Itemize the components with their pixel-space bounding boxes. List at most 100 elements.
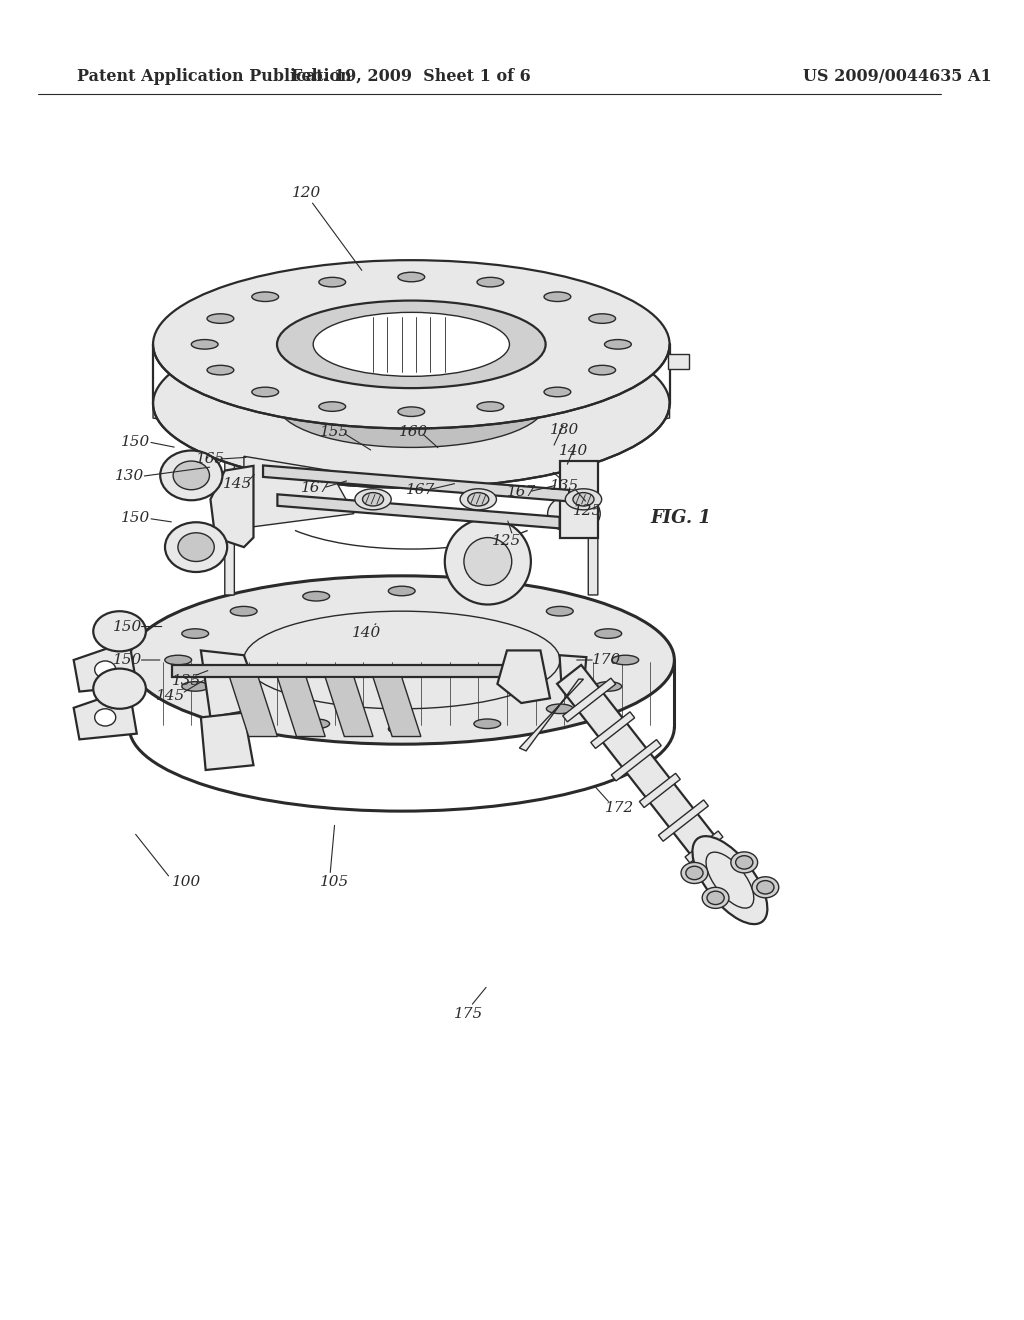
Ellipse shape (94, 661, 116, 678)
Text: 100: 100 (172, 875, 201, 888)
Text: 167: 167 (407, 483, 435, 496)
Ellipse shape (477, 401, 504, 412)
Ellipse shape (604, 339, 632, 348)
Text: 135: 135 (172, 675, 201, 688)
Text: Patent Application Publication: Patent Application Publication (77, 69, 351, 84)
Text: 172: 172 (605, 801, 635, 816)
Text: 135: 135 (550, 479, 579, 492)
Ellipse shape (474, 591, 501, 601)
Text: 125: 125 (572, 504, 602, 517)
Ellipse shape (398, 272, 425, 281)
Polygon shape (588, 404, 670, 595)
Ellipse shape (355, 488, 391, 510)
Text: 150: 150 (121, 434, 151, 449)
Ellipse shape (589, 366, 615, 375)
Ellipse shape (362, 492, 384, 506)
Ellipse shape (165, 523, 227, 572)
Polygon shape (244, 457, 354, 528)
Ellipse shape (153, 260, 670, 429)
Polygon shape (373, 677, 421, 737)
Ellipse shape (731, 851, 758, 873)
Ellipse shape (252, 387, 279, 397)
Polygon shape (658, 800, 709, 841)
Text: 167: 167 (301, 480, 331, 495)
Polygon shape (74, 642, 137, 692)
Ellipse shape (565, 488, 602, 510)
Polygon shape (229, 677, 278, 737)
Ellipse shape (94, 709, 116, 726)
Text: 145: 145 (222, 477, 252, 491)
Bar (668, 354, 689, 370)
Ellipse shape (573, 492, 594, 506)
Ellipse shape (547, 704, 573, 714)
Ellipse shape (252, 292, 279, 301)
Polygon shape (201, 651, 263, 717)
Ellipse shape (595, 628, 622, 639)
Polygon shape (153, 404, 234, 595)
Polygon shape (201, 713, 254, 770)
Ellipse shape (460, 488, 497, 510)
Text: 130: 130 (115, 470, 143, 483)
Ellipse shape (752, 876, 779, 898)
Text: Feb. 19, 2009  Sheet 1 of 6: Feb. 19, 2009 Sheet 1 of 6 (292, 69, 531, 84)
Ellipse shape (182, 681, 209, 692)
Ellipse shape (589, 314, 615, 323)
Ellipse shape (692, 836, 767, 924)
Ellipse shape (160, 450, 222, 500)
Ellipse shape (278, 360, 546, 447)
Text: 155: 155 (321, 425, 349, 440)
Ellipse shape (318, 277, 346, 286)
Ellipse shape (207, 314, 233, 323)
Ellipse shape (398, 407, 425, 417)
Polygon shape (519, 678, 584, 751)
Ellipse shape (464, 537, 512, 585)
Text: 150: 150 (113, 653, 142, 667)
Ellipse shape (612, 655, 639, 665)
Polygon shape (611, 739, 662, 781)
Polygon shape (559, 461, 598, 537)
Ellipse shape (303, 719, 330, 729)
Polygon shape (559, 655, 587, 689)
Text: 165: 165 (196, 453, 225, 466)
Text: 140: 140 (559, 445, 589, 458)
Ellipse shape (388, 725, 415, 734)
Text: 105: 105 (321, 875, 349, 888)
Ellipse shape (544, 387, 570, 397)
Text: 120: 120 (292, 186, 321, 201)
Text: 170: 170 (592, 653, 622, 667)
Text: 150: 150 (121, 511, 151, 525)
Ellipse shape (278, 301, 546, 388)
Ellipse shape (544, 292, 570, 301)
Text: 180: 180 (550, 424, 579, 437)
Text: 175: 175 (454, 1007, 483, 1020)
Ellipse shape (477, 277, 504, 286)
Polygon shape (278, 677, 326, 737)
Ellipse shape (178, 533, 214, 561)
Ellipse shape (474, 719, 501, 729)
Polygon shape (326, 677, 373, 737)
Ellipse shape (444, 519, 530, 605)
Ellipse shape (686, 866, 703, 879)
Text: 125: 125 (493, 535, 521, 548)
Ellipse shape (313, 313, 510, 376)
Ellipse shape (244, 611, 560, 709)
Ellipse shape (595, 681, 622, 692)
Polygon shape (263, 466, 569, 502)
Ellipse shape (165, 655, 191, 665)
Polygon shape (562, 678, 615, 722)
Ellipse shape (303, 591, 330, 601)
Ellipse shape (182, 628, 209, 639)
Ellipse shape (388, 586, 415, 595)
Text: 145: 145 (156, 689, 185, 704)
Text: FIG. 1: FIG. 1 (650, 510, 712, 528)
Polygon shape (211, 466, 254, 546)
Ellipse shape (707, 891, 724, 904)
Text: US 2009/0044635 A1: US 2009/0044635 A1 (804, 69, 992, 84)
Ellipse shape (318, 401, 346, 412)
Text: 160: 160 (398, 425, 428, 440)
Ellipse shape (153, 319, 670, 488)
Text: 167: 167 (507, 484, 536, 499)
Ellipse shape (230, 606, 257, 616)
Polygon shape (172, 665, 526, 677)
Ellipse shape (230, 704, 257, 714)
